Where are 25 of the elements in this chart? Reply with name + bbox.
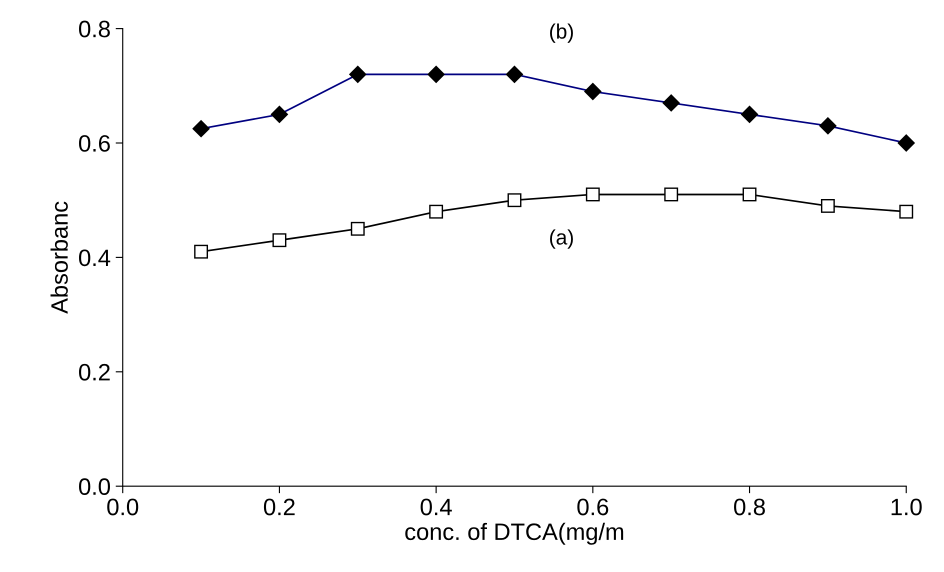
point bbox=[899, 204, 914, 219]
x-tick-label: 0.2 bbox=[264, 498, 295, 516]
x-tick-label: 0.6 bbox=[577, 498, 608, 516]
y-tick-label: 0.8 bbox=[79, 20, 110, 38]
x-axis-title: conc. of DTCA(mg/m bbox=[405, 522, 624, 545]
y-tick-label: 0.0 bbox=[79, 478, 110, 495]
point bbox=[586, 188, 600, 202]
annotation: (a) bbox=[550, 229, 573, 249]
point bbox=[350, 222, 365, 236]
y-tick-label: 0.4 bbox=[79, 249, 110, 266]
point bbox=[508, 193, 522, 208]
x-tick-label: 1.0 bbox=[892, 498, 922, 516]
y-tick-label: 0.2 bbox=[79, 364, 110, 381]
point bbox=[664, 188, 678, 202]
point bbox=[429, 204, 444, 219]
x-tick-label: 0.4 bbox=[420, 498, 452, 516]
point bbox=[820, 198, 835, 213]
y-axis-title: Absorbanc bbox=[50, 202, 68, 314]
annotation: (b) bbox=[550, 23, 573, 43]
point bbox=[272, 233, 286, 248]
point bbox=[194, 244, 208, 259]
x-tick-label: 0.8 bbox=[734, 498, 765, 516]
x-tick-label: 0.0 bbox=[107, 498, 138, 516]
point bbox=[742, 188, 756, 202]
y-tick-label: 0.6 bbox=[79, 135, 110, 152]
